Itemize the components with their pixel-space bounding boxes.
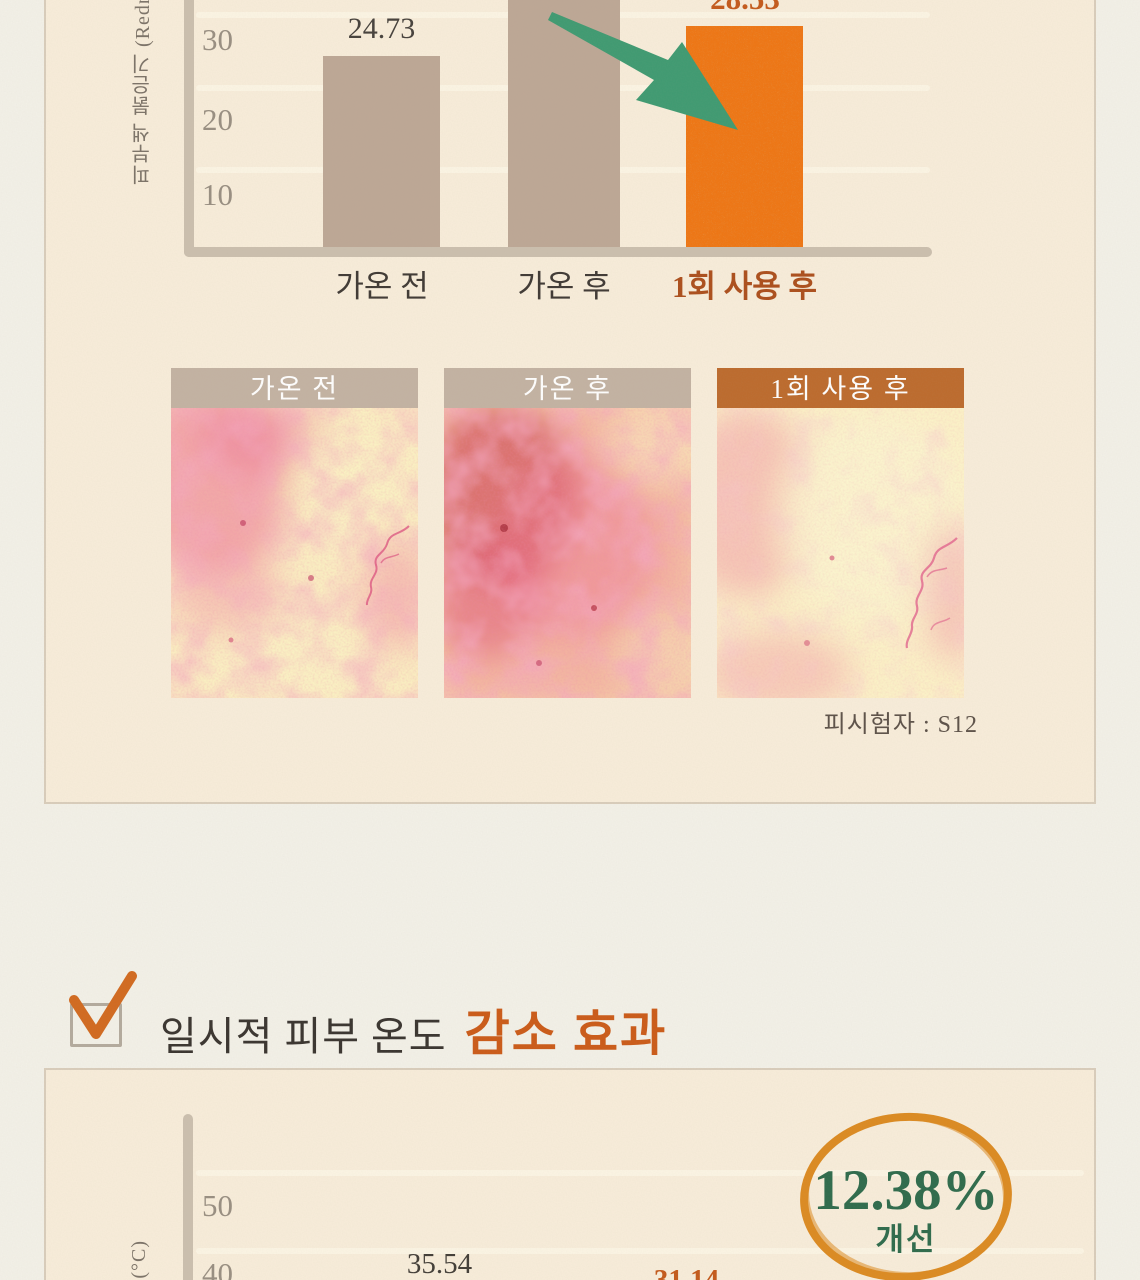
skin-panel-header: 가온 전 <box>171 368 418 408</box>
y-tick-10: 10 <box>202 177 233 212</box>
skin-image-after-one-use <box>717 408 964 698</box>
category-before-heating: 가온 전 <box>335 269 429 304</box>
heading-accent-text: 감소 효과 <box>464 1006 668 1061</box>
value-label-before-heating: 24.73 <box>347 12 416 45</box>
y-tick-20: 20 <box>202 102 233 137</box>
category-after-one-use: 1회 사용 후 <box>671 269 818 304</box>
value-label-temp-2: 31.14 <box>653 1264 720 1280</box>
category-after-heating: 가온 후 <box>517 269 611 304</box>
temperature-y-axis-label: (°C) <box>128 1240 150 1279</box>
heading-text: 일시적 피부 온도 <box>160 1014 447 1059</box>
decrease-arrow-icon <box>548 12 738 130</box>
y-tick-50: 50 <box>202 1188 233 1223</box>
skin-panel-header: 1회 사용 후 <box>717 368 964 408</box>
bar-before-heating <box>323 56 440 247</box>
skin-panel-after-heating: 가온 후 <box>444 368 691 698</box>
redness-y-axis-label: 피부색 붉은기 (Redness) <box>132 0 154 185</box>
y-tick-40: 40 <box>202 1256 233 1280</box>
y-tick-30: 30 <box>202 22 233 57</box>
skin-image-before-heating <box>171 408 418 698</box>
test-subject-caption: 피시험자 : S12 <box>823 712 978 738</box>
section-heading: 일시적 피부 온도 감소 효과 <box>160 994 667 1065</box>
redness-y-axis-line <box>184 0 194 257</box>
improvement-percentage: 12.38% <box>813 1159 999 1222</box>
checkmark-icon <box>69 971 137 1039</box>
temperature-y-axis-line <box>183 1114 193 1280</box>
improvement-label: 개선 <box>875 1222 937 1257</box>
value-label-temp-1: 35.54 <box>406 1248 473 1280</box>
skin-panel-header: 가온 후 <box>444 368 691 408</box>
skin-image-after-heating <box>444 408 691 698</box>
redness-x-axis-line <box>184 247 932 257</box>
skin-panel-after-one-use: 1회 사용 후 <box>717 368 964 698</box>
skin-panel-before-heating: 가온 전 <box>171 368 418 698</box>
